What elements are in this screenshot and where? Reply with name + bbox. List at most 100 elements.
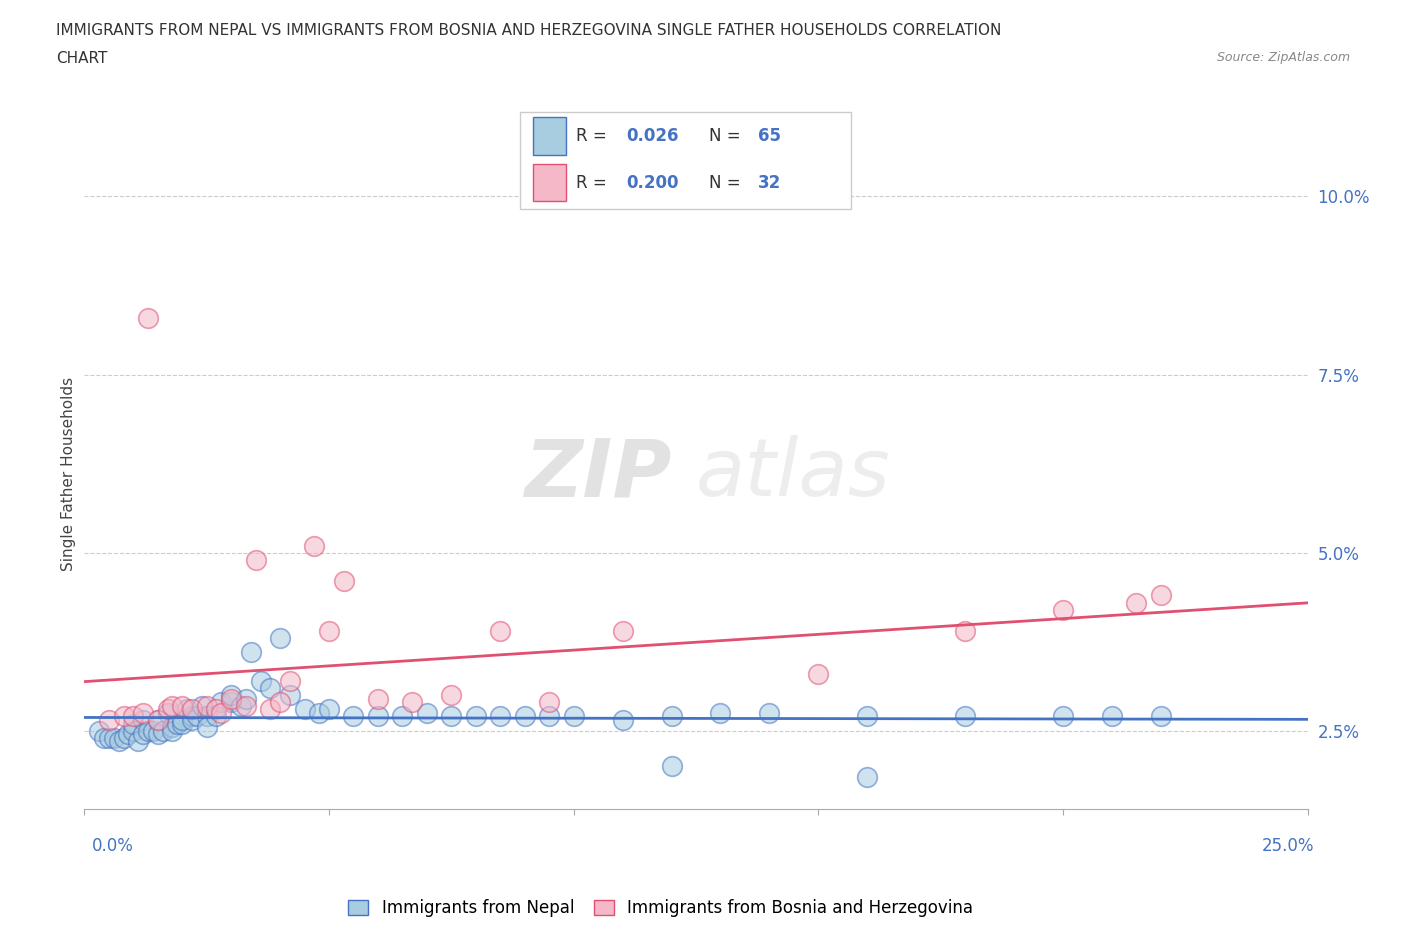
Point [181, 712, 204, 727]
Legend: Immigrants from Nepal, Immigrants from Bosnia and Herzegovina: Immigrants from Nepal, Immigrants from B… [349, 899, 973, 917]
Point [367, 709, 389, 724]
Point [152, 724, 174, 738]
Text: 0.200: 0.200 [626, 174, 679, 192]
Point [122, 724, 145, 738]
Point [245, 552, 267, 567]
Text: R =: R = [576, 127, 613, 145]
Point [162, 724, 184, 738]
Point [269, 631, 291, 645]
Point [205, 702, 228, 717]
Point [235, 698, 257, 713]
Point [146, 712, 169, 727]
Point [162, 698, 184, 713]
Point [807, 666, 830, 681]
Point [612, 712, 634, 727]
Point [97, 712, 120, 727]
Point [367, 691, 389, 706]
Point [219, 687, 242, 702]
Point [195, 720, 218, 735]
Text: N =: N = [709, 174, 745, 192]
Text: 0.026: 0.026 [626, 127, 679, 145]
Point [229, 698, 252, 713]
Text: 25.0%: 25.0% [1263, 837, 1315, 856]
Point [612, 624, 634, 639]
Point [332, 574, 354, 589]
Point [181, 709, 204, 724]
Point [1150, 709, 1173, 724]
Text: R =: R = [576, 174, 613, 192]
Point [107, 734, 129, 749]
Point [1052, 603, 1074, 618]
Text: ZIP: ZIP [524, 435, 672, 513]
Point [259, 702, 281, 717]
Point [342, 709, 364, 724]
Point [186, 709, 208, 724]
Point [205, 709, 228, 724]
Point [219, 691, 242, 706]
Point [172, 716, 194, 731]
Point [513, 709, 536, 724]
FancyBboxPatch shape [533, 117, 567, 154]
Text: 32: 32 [758, 174, 782, 192]
Point [172, 712, 194, 727]
Point [661, 759, 683, 774]
Point [278, 687, 301, 702]
Point [122, 716, 145, 731]
Point [1101, 709, 1123, 724]
Point [112, 709, 135, 724]
Point [294, 702, 316, 717]
Point [166, 716, 188, 731]
Point [259, 681, 281, 696]
Point [464, 709, 486, 724]
Point [112, 730, 135, 745]
Point [249, 673, 271, 688]
Point [235, 691, 257, 706]
Point [146, 712, 169, 727]
Point [440, 709, 463, 724]
Point [156, 706, 179, 721]
FancyBboxPatch shape [520, 112, 851, 209]
Point [87, 724, 110, 738]
Point [953, 709, 976, 724]
Y-axis label: Single Father Households: Single Father Households [60, 378, 76, 571]
Point [269, 695, 291, 710]
Point [709, 706, 731, 721]
Point [953, 624, 976, 639]
Text: 0.0%: 0.0% [91, 837, 134, 856]
FancyBboxPatch shape [533, 165, 567, 202]
Point [661, 709, 683, 724]
Point [93, 730, 115, 745]
Point [103, 730, 125, 745]
Point [176, 702, 198, 717]
Point [304, 538, 326, 553]
Point [136, 310, 159, 325]
Point [209, 706, 232, 721]
Point [191, 698, 214, 713]
Point [146, 727, 169, 742]
Point [132, 727, 155, 742]
Point [318, 702, 340, 717]
Point [856, 770, 879, 785]
Point [416, 706, 439, 721]
Point [391, 709, 413, 724]
Text: CHART: CHART [56, 51, 108, 66]
Point [1150, 588, 1173, 603]
Point [1052, 709, 1074, 724]
Point [538, 709, 561, 724]
Point [856, 709, 879, 724]
Point [181, 702, 204, 717]
Point [142, 724, 165, 738]
Point [538, 695, 561, 710]
Point [122, 709, 145, 724]
Point [209, 695, 232, 710]
Point [195, 709, 218, 724]
Text: N =: N = [709, 127, 745, 145]
Point [219, 695, 242, 710]
Point [132, 712, 155, 727]
Point [127, 734, 149, 749]
Point [401, 695, 423, 710]
Point [97, 730, 120, 745]
Point [136, 724, 159, 738]
Point [117, 727, 139, 742]
Point [758, 706, 780, 721]
